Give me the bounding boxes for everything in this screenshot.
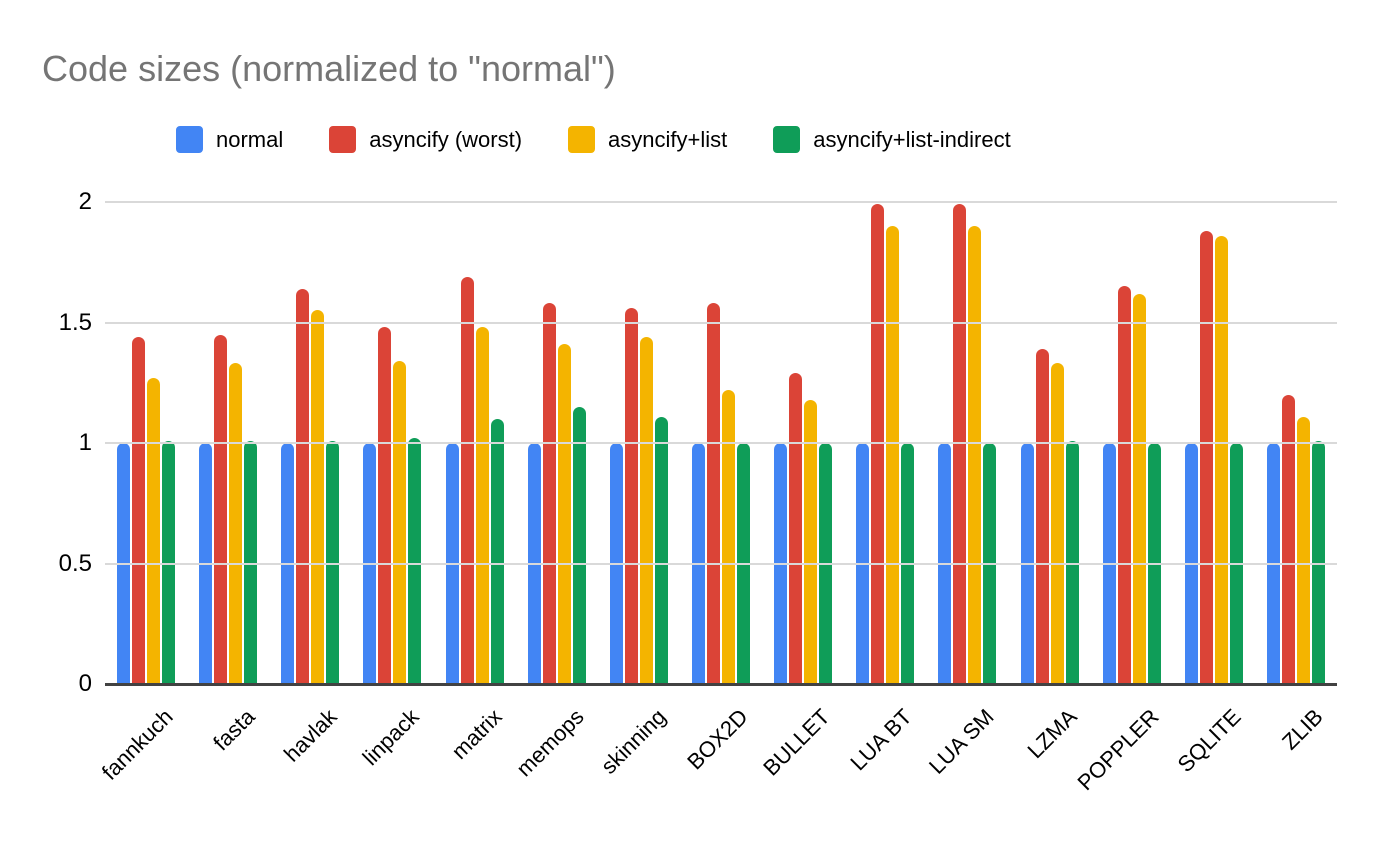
chart-title: Code sizes (normalized to "normal")	[42, 48, 616, 89]
bar-asyncify-list	[804, 399, 818, 684]
legend-item-asyncify-worst: asyncify (worst)	[329, 126, 522, 153]
bar-asyncify-list	[557, 344, 571, 684]
bar-asyncify-list	[639, 336, 653, 684]
bar-asyncify-worst	[132, 336, 146, 684]
bar-asyncify-list-indirect	[408, 438, 422, 684]
bar-asyncify-list-indirect	[572, 406, 586, 684]
legend-swatch-asyncify-list-indirect	[773, 126, 801, 153]
legend-label: asyncify+list-indirect	[813, 126, 1011, 152]
bar-asyncify-worst	[214, 334, 228, 684]
y-tick-label: 0	[78, 670, 92, 697]
gridline	[105, 562, 1337, 565]
x-axis-line	[105, 683, 1337, 686]
bar-asyncify-list	[147, 377, 161, 684]
legend-item-normal: normal	[176, 126, 283, 153]
legend-item-asyncify-list: asyncify+list	[568, 126, 727, 153]
bar-asyncify-worst	[789, 373, 803, 684]
bar-asyncify-list	[229, 363, 243, 684]
bar-asyncify-list-indirect	[326, 440, 340, 684]
legend: normal asyncify (worst) asyncify+list async…	[176, 126, 1057, 153]
bar-asyncify-list-indirect	[1312, 440, 1326, 684]
bar-asyncify-worst	[378, 327, 392, 684]
bar-asyncify-list	[1297, 416, 1311, 684]
bar-asyncify-list-indirect	[490, 418, 504, 684]
bar-asyncify-list	[968, 226, 982, 684]
bar-asyncify-worst	[871, 204, 885, 684]
bar-group	[1091, 202, 1173, 684]
legend-label: asyncify+list	[608, 126, 728, 152]
bar-asyncify-list	[1132, 293, 1146, 684]
bar-asyncify-worst	[1035, 349, 1049, 684]
bar-asyncify-list	[1214, 235, 1228, 684]
bar-asyncify-worst	[953, 204, 967, 684]
bar-asyncify-list	[311, 310, 325, 684]
bar-asyncify-list-indirect	[654, 416, 668, 684]
bar-asyncify-list	[475, 327, 489, 684]
bar-asyncify-worst	[1117, 286, 1131, 684]
bar-asyncify-list-indirect	[1065, 440, 1079, 684]
legend-item-asyncify-list-indirect: asyncify+list-indirect	[773, 126, 1011, 153]
bar-asyncify-list	[1050, 363, 1064, 684]
y-tick-label: 0.5	[58, 549, 92, 577]
legend-swatch-asyncify-worst	[329, 126, 357, 153]
bar-asyncify-worst	[460, 276, 474, 684]
bar-asyncify-list-indirect	[244, 440, 258, 684]
bar-asyncify-worst	[296, 288, 310, 684]
gridline	[105, 321, 1337, 324]
legend-label: asyncify (worst)	[369, 126, 523, 152]
legend-swatch-normal	[176, 126, 203, 153]
bar-group	[105, 202, 187, 684]
bar-asyncify-list	[393, 361, 407, 684]
plot-area	[105, 201, 1337, 686]
legend-label: normal	[216, 126, 284, 152]
bar-asyncify-worst	[1199, 230, 1213, 684]
bar-asyncify-worst	[542, 303, 556, 684]
bar-asyncify-worst	[707, 303, 721, 684]
bar-asyncify-list	[722, 389, 736, 684]
bar-asyncify-worst	[1282, 394, 1296, 684]
bar-group	[187, 202, 269, 684]
bar-group	[598, 202, 680, 684]
bar-asyncify-list-indirect	[162, 440, 176, 684]
gridline	[105, 442, 1337, 444]
legend-swatch-asyncify-list	[568, 126, 596, 153]
y-tick-label: 1	[78, 429, 92, 456]
y-tick-label: 2	[78, 188, 92, 215]
bar-asyncify-worst	[624, 308, 638, 684]
bar-asyncify-list	[886, 226, 900, 684]
gridline	[105, 201, 1337, 203]
y-tick-label: 1.5	[58, 308, 92, 336]
